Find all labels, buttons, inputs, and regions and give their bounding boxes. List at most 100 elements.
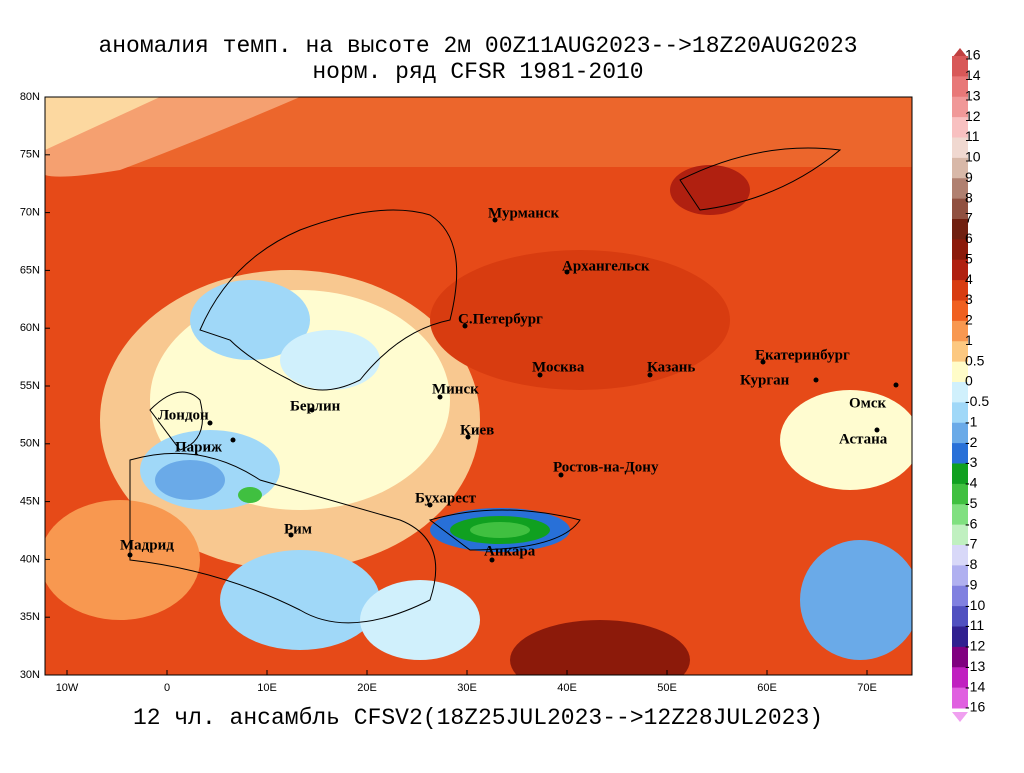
city-label: Мадрид — [120, 537, 174, 553]
colorbar-box — [952, 545, 968, 566]
city-dot — [465, 434, 471, 440]
colorbar-box — [952, 361, 968, 383]
colorbar-bottom-arrow — [952, 712, 968, 722]
colorbar-label: 1 — [965, 332, 973, 348]
city-dot — [813, 377, 819, 383]
lat-label: 40N — [20, 553, 40, 565]
colorbar-label: 4 — [965, 271, 973, 287]
lat-label: 65N — [20, 264, 40, 276]
colorbar-box — [952, 157, 968, 179]
colorbar-box — [952, 565, 968, 587]
anomaly-field — [45, 97, 912, 675]
colorbar-label: -6 — [965, 515, 978, 531]
city-label: Курган — [740, 372, 790, 388]
colorbar-box — [952, 96, 968, 118]
city-label: Ростов-на-Дону — [553, 459, 659, 475]
colorbar-box — [952, 76, 968, 98]
city-dot — [874, 427, 880, 433]
city-label: Омск — [849, 395, 887, 411]
lat-label: 75N — [20, 149, 40, 161]
colorbar-label: -4 — [965, 475, 978, 491]
coastlines — [129, 147, 842, 624]
colorbar-box — [952, 198, 968, 220]
colorbar-label: 9 — [965, 169, 973, 185]
city-label: Минск — [432, 381, 479, 397]
colorbar-label: -13 — [965, 658, 985, 674]
colorbar-box — [952, 341, 968, 363]
city-label: Мурманск — [488, 205, 559, 221]
colorbar-label: -12 — [965, 638, 985, 654]
lon-label: 10W — [56, 682, 79, 694]
colorbar-label: 6 — [965, 230, 973, 246]
colorbar-box — [952, 239, 968, 261]
city-dot — [564, 269, 570, 275]
colorbar-label: -9 — [965, 576, 978, 592]
city-label: Казань — [647, 359, 695, 375]
lat-label: 70N — [20, 207, 40, 219]
lat-label: 50N — [20, 438, 40, 450]
colorbar-box — [952, 463, 968, 485]
city-dot — [558, 472, 564, 478]
city-label: Париж — [175, 439, 222, 455]
footer: 12 чл. ансамбль CFSV2(18Z25JUL2023-->12Z… — [133, 705, 823, 731]
city-dot — [893, 382, 899, 388]
colorbar-label: 14 — [965, 67, 981, 83]
colorbar-box — [952, 300, 968, 322]
colorbar-box — [952, 219, 968, 240]
city-dot — [492, 217, 498, 223]
lat-label: 30N — [20, 669, 40, 681]
colorbar-label: -1 — [965, 413, 978, 429]
city-label: Екатеринбург — [755, 347, 850, 363]
colorbar-label: 7 — [965, 210, 973, 226]
lon-label: 30E — [457, 682, 477, 694]
colorbar-box — [952, 667, 968, 689]
colorbar-label: 5 — [965, 250, 973, 266]
colorbar-box — [952, 504, 968, 526]
city-label: Архангельск — [562, 258, 650, 274]
colorbar-label: -8 — [965, 556, 978, 572]
colorbar-box — [952, 402, 968, 424]
colorbar-label: -5 — [965, 495, 978, 511]
lon-label: 50E — [657, 682, 677, 694]
city-dot — [437, 394, 443, 400]
colorbar-label: 0.5 — [965, 352, 985, 368]
colorbar-label: 16 — [965, 47, 981, 63]
city-dot — [127, 552, 133, 558]
colorbar-label: 13 — [965, 87, 981, 103]
colorbar-label: 2 — [965, 312, 973, 328]
colorbar-label: -14 — [965, 678, 985, 694]
colorbar-box — [952, 585, 968, 607]
city-dot — [489, 557, 495, 563]
city-dot — [647, 372, 653, 378]
city-dot — [427, 502, 433, 508]
colorbar-box — [952, 606, 968, 627]
city-label: Киев — [460, 422, 494, 438]
city-label: Астана — [839, 431, 888, 447]
city-dot — [288, 532, 294, 538]
colorbar-label: -10 — [965, 597, 985, 613]
colorbar-box — [952, 422, 968, 444]
colorbar-label: -3 — [965, 454, 978, 470]
lat-label: 45N — [20, 496, 40, 508]
colorbar-box — [952, 137, 968, 159]
colorbar-box — [952, 687, 968, 709]
title-line2: норм. ряд CFSR 1981-2010 — [312, 59, 643, 85]
city-label: Анкара — [484, 543, 536, 559]
colorbar-box — [952, 646, 968, 668]
city-dot — [230, 437, 236, 443]
lon-label: 20E — [357, 682, 377, 694]
city-label: Лондон — [158, 407, 209, 423]
colorbar-label: 0 — [965, 373, 973, 389]
city-label: Москва — [532, 359, 585, 375]
title-line1: аномалия темп. на высоте 2м 00Z11AUG2023… — [98, 33, 857, 59]
lat-label: 35N — [20, 611, 40, 623]
colorbar-box — [952, 320, 968, 342]
city-dot — [760, 359, 766, 365]
lon-label: 70E — [857, 682, 877, 694]
colorbar-box — [952, 483, 968, 505]
colorbar-label: 12 — [965, 108, 981, 124]
colorbar-box — [952, 117, 968, 138]
colorbar-label: -2 — [965, 434, 978, 450]
city-label: Бухарест — [415, 490, 477, 506]
